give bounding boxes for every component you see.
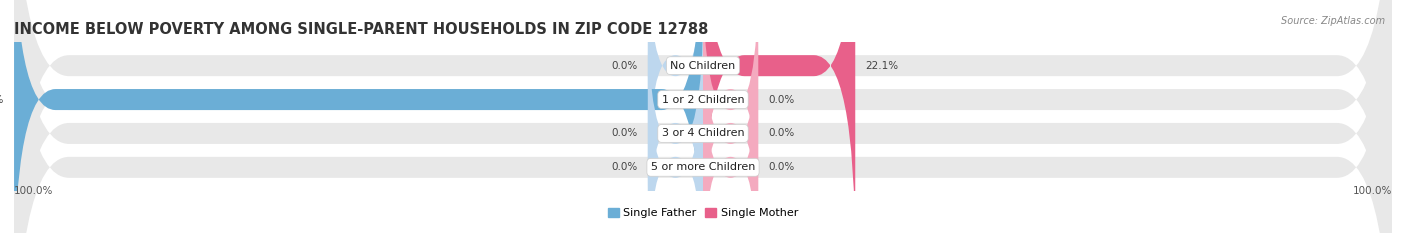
FancyBboxPatch shape — [14, 0, 703, 233]
Text: 100.0%: 100.0% — [0, 95, 4, 105]
FancyBboxPatch shape — [648, 8, 703, 233]
Text: 0.0%: 0.0% — [769, 162, 794, 172]
Legend: Single Father, Single Mother: Single Father, Single Mother — [607, 208, 799, 218]
FancyBboxPatch shape — [648, 0, 703, 191]
FancyBboxPatch shape — [14, 0, 1392, 233]
FancyBboxPatch shape — [14, 0, 1392, 233]
FancyBboxPatch shape — [14, 0, 1392, 233]
Text: INCOME BELOW POVERTY AMONG SINGLE-PARENT HOUSEHOLDS IN ZIP CODE 12788: INCOME BELOW POVERTY AMONG SINGLE-PARENT… — [14, 22, 709, 37]
Text: No Children: No Children — [671, 61, 735, 71]
FancyBboxPatch shape — [703, 0, 758, 225]
FancyBboxPatch shape — [648, 42, 703, 233]
Text: 100.0%: 100.0% — [1353, 186, 1392, 196]
FancyBboxPatch shape — [703, 42, 758, 233]
Text: 0.0%: 0.0% — [612, 162, 637, 172]
Text: 3 or 4 Children: 3 or 4 Children — [662, 128, 744, 138]
Text: Source: ZipAtlas.com: Source: ZipAtlas.com — [1281, 16, 1385, 26]
Text: 0.0%: 0.0% — [769, 128, 794, 138]
Text: 0.0%: 0.0% — [612, 128, 637, 138]
Text: 0.0%: 0.0% — [612, 61, 637, 71]
Text: 0.0%: 0.0% — [769, 95, 794, 105]
FancyBboxPatch shape — [14, 0, 1392, 233]
Text: 5 or more Children: 5 or more Children — [651, 162, 755, 172]
FancyBboxPatch shape — [703, 0, 855, 233]
Text: 100.0%: 100.0% — [14, 186, 53, 196]
Text: 22.1%: 22.1% — [866, 61, 898, 71]
FancyBboxPatch shape — [703, 8, 758, 233]
Text: 1 or 2 Children: 1 or 2 Children — [662, 95, 744, 105]
